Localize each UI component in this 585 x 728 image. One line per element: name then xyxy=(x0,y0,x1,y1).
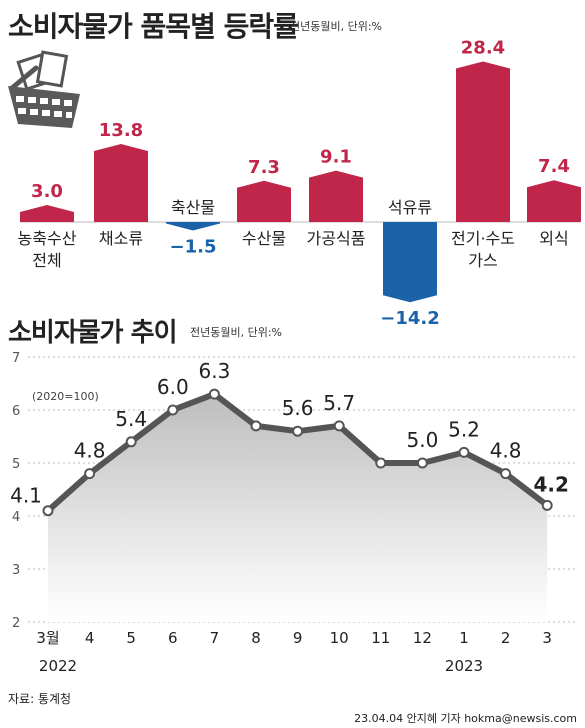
line-chart-unit: 전년동월비, 단위:% xyxy=(190,326,282,339)
bar-3 xyxy=(237,180,291,222)
x-tick-label: 5 xyxy=(126,629,136,647)
line-chart: 2 3 4 5 6 7 (2020=100) 4.1 4.8 5.4 6.0 6.3 5.6 5.7 5.0… xyxy=(10,351,575,675)
x-tick-label: 9 xyxy=(293,629,303,647)
bar-5 xyxy=(383,222,437,303)
x-tick-label: 6 xyxy=(168,629,178,647)
bar-category-label: 축산물 xyxy=(171,198,215,217)
bar-category-label: 농축수산 xyxy=(18,229,77,248)
data-point xyxy=(500,468,512,480)
bar-category-label: 전기·수도 xyxy=(451,229,515,248)
bar-4 xyxy=(309,170,363,222)
byline: 23.04.04 안지혜 기자 hokma@newsis.com xyxy=(354,712,577,725)
bar-value-label: −14.2 xyxy=(380,308,440,329)
data-point xyxy=(250,420,262,432)
x-tick-label: 1 xyxy=(459,629,469,647)
bar-value-label: 13.8 xyxy=(99,120,143,141)
bar-0 xyxy=(20,205,74,222)
point-value-label: 4.1 xyxy=(10,484,42,508)
y-tick-label: 3 xyxy=(12,563,20,578)
x-tick-label: 2 xyxy=(501,629,511,647)
bar-2 xyxy=(166,222,220,231)
point-value-label: 6.3 xyxy=(198,359,230,383)
data-point xyxy=(333,420,345,432)
bar-value-label: −1.5 xyxy=(170,236,217,257)
bar-category-label: 채소류 xyxy=(99,229,143,248)
data-point xyxy=(208,388,220,400)
data-point xyxy=(416,457,428,469)
x-tick-label: 10 xyxy=(330,629,349,647)
bar-7 xyxy=(527,180,581,222)
point-value-label: 4.8 xyxy=(74,439,106,463)
bar-value-label: 7.4 xyxy=(538,156,570,177)
bar-value-label: 28.4 xyxy=(461,38,505,59)
year-label: 2023 xyxy=(445,657,483,675)
data-point xyxy=(375,457,387,469)
y-tick-label: 6 xyxy=(12,404,20,419)
data-point xyxy=(458,446,470,458)
bar-category-label: 외식 xyxy=(539,229,568,248)
data-point xyxy=(125,436,137,448)
data-point xyxy=(42,505,54,517)
bar-value-label: 3.0 xyxy=(31,181,63,202)
bar-1 xyxy=(94,144,148,222)
bar-chart-title: 소비자물가 품목별 등락률 xyxy=(8,10,299,43)
area-fill xyxy=(48,394,548,622)
year-label: 2022 xyxy=(39,657,77,675)
x-tick-label: 3 xyxy=(542,629,552,647)
bar-category-label: 가공식품 xyxy=(307,229,366,248)
x-tick-label: 8 xyxy=(251,629,261,647)
point-value-label: 5.0 xyxy=(406,428,438,452)
point-value-label: 4.2 xyxy=(533,472,568,496)
bar-category-label: 전체 xyxy=(32,251,61,270)
data-point xyxy=(541,499,553,511)
x-tick-label: 7 xyxy=(210,629,220,647)
bar-6 xyxy=(456,61,510,222)
x-tick-label: 11 xyxy=(371,629,390,647)
bar-value-label: 7.3 xyxy=(248,157,280,178)
bar-category-label: 가스 xyxy=(468,251,497,270)
bar-chart-unit: 전년동월비, 단위:% xyxy=(290,20,382,33)
bar-category-label: 수산물 xyxy=(242,229,286,248)
data-point xyxy=(167,404,179,416)
line-chart-title: 소비자물가 추이 xyxy=(8,318,177,348)
y-tick-label: 5 xyxy=(12,457,20,472)
point-value-label: 4.8 xyxy=(490,439,522,463)
point-value-label: 6.0 xyxy=(157,375,189,399)
data-point xyxy=(84,468,96,480)
y-tick-label: 7 xyxy=(12,351,20,366)
x-tick-label: 4 xyxy=(85,629,95,647)
x-tick-label: 12 xyxy=(413,629,432,647)
base-year-note: (2020=100) xyxy=(32,390,99,403)
point-value-label: 5.6 xyxy=(282,396,314,420)
point-value-label: 5.4 xyxy=(115,407,147,431)
shopping-basket-icon xyxy=(8,50,80,128)
y-tick-label: 4 xyxy=(12,510,20,525)
bar-category-label: 석유류 xyxy=(388,198,432,217)
y-tick-label: 2 xyxy=(12,616,20,631)
point-value-label: 5.7 xyxy=(323,391,355,415)
point-value-label: 5.2 xyxy=(448,417,480,441)
source-note: 자료: 통계청 xyxy=(8,692,72,706)
x-tick-label: 3월 xyxy=(36,629,59,647)
data-point xyxy=(292,425,304,437)
bar-value-label: 9.1 xyxy=(320,147,352,168)
